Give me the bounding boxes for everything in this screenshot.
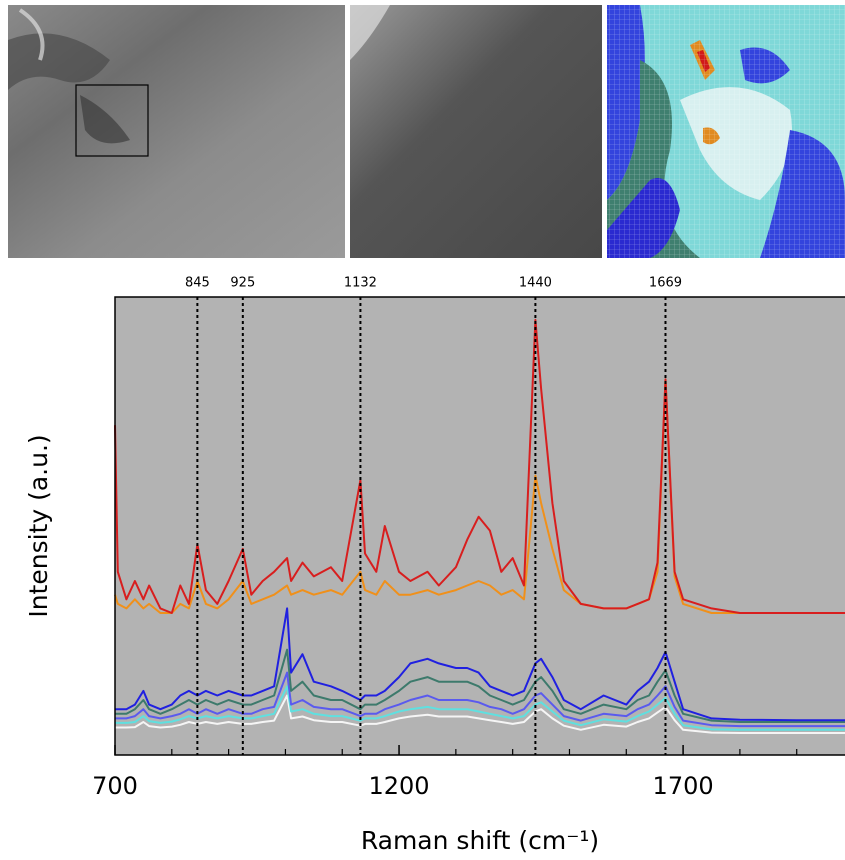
spectrum-line <box>115 694 845 734</box>
x-axis-label: Raman shift (cm⁻¹) <box>361 826 599 855</box>
spectrum-line <box>114 318 845 614</box>
peak-label: 925 <box>230 276 255 291</box>
x-tick-label: 1200 <box>369 772 430 800</box>
raman-map <box>607 5 845 258</box>
spectrum-line <box>115 607 845 722</box>
x-tick-label: 1700 <box>653 772 714 800</box>
peak-label: 1132 <box>344 276 377 291</box>
x-tick-label: 700 <box>92 772 138 800</box>
peak-label: 1440 <box>519 276 552 291</box>
zoom-image <box>350 5 602 258</box>
spectrum-line <box>115 671 845 728</box>
spectrum-line <box>115 685 845 731</box>
y-axis-label: Intensity (a.u.) <box>24 434 53 617</box>
peak-label: 845 <box>185 276 210 291</box>
plot-frame <box>114 296 845 756</box>
plot-background <box>115 297 845 755</box>
microscope-image <box>8 5 345 258</box>
peak-label: 1669 <box>649 276 682 291</box>
spectrum-line <box>115 648 845 723</box>
